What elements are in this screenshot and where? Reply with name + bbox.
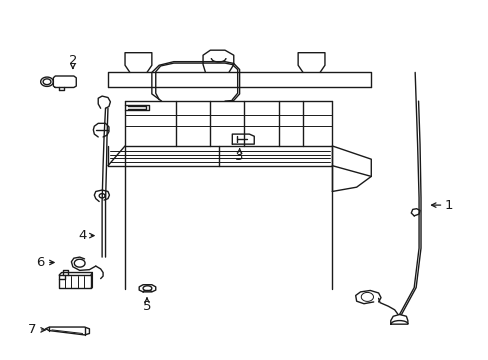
Text: 5: 5 [142, 300, 151, 313]
Text: 7: 7 [28, 323, 37, 336]
Text: 4: 4 [78, 229, 87, 242]
Text: 3: 3 [235, 150, 244, 163]
Text: 6: 6 [37, 256, 45, 269]
Text: 2: 2 [68, 54, 77, 67]
Text: 1: 1 [444, 199, 452, 212]
